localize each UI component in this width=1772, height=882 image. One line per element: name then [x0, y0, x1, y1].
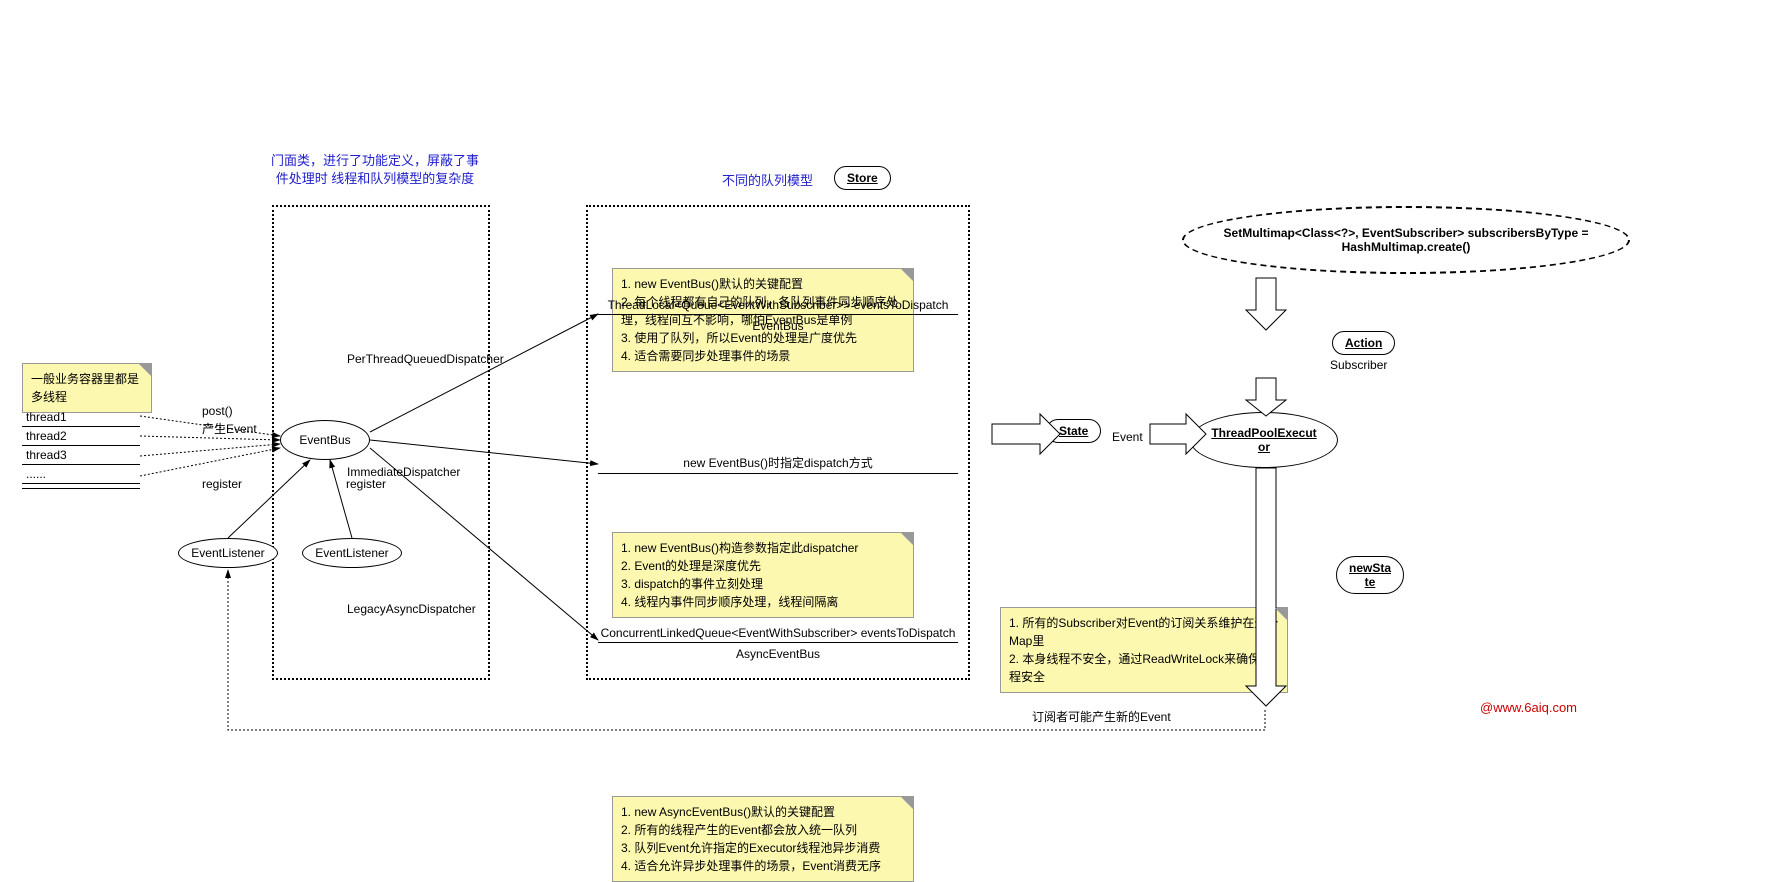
- feedback-label: 订阅者可能产生新的Event: [1032, 708, 1171, 725]
- obj3: ConcurrentLinkedQueue<EventWithSubscribe…: [598, 626, 958, 661]
- n2l2: 3. dispatch的事件立刻处理: [621, 575, 905, 593]
- n3l0: 1. new AsyncEventBus()默认的关键配置: [621, 803, 905, 821]
- thread-item: thread2: [22, 427, 140, 446]
- eventbus-label: EventBus: [299, 433, 350, 447]
- left-note-text: 一般业务容器里都是多线程: [31, 372, 139, 404]
- n1l3: 4. 适合需要同步处理事件的场景: [621, 347, 905, 365]
- executor-node: ThreadPoolExecut or: [1190, 412, 1338, 468]
- dispatcher-2-label: ImmediateDispatcher: [347, 465, 460, 479]
- newstate-stereotype: newSta te: [1336, 556, 1404, 594]
- n1l0: 1. new EventBus()默认的关键配置: [621, 275, 905, 293]
- listener2-label: EventListener: [315, 546, 388, 560]
- mnl1: 2. 本身线程不安全，通过ReadWriteLock来确保线程安全: [1009, 650, 1279, 686]
- multimap-ellipse: SetMultimap<Class<?>, EventSubscriber> s…: [1182, 206, 1630, 274]
- left-note: 一般业务容器里都是多线程: [22, 363, 152, 413]
- eventbus-node: EventBus: [280, 420, 370, 460]
- n3l2: 3. 队列Event允许指定的Executor线程池异步消费: [621, 839, 905, 857]
- obj1-header: ThreadLocal<Queue<EventWithSubscriber>> …: [598, 298, 958, 312]
- obj1-sub: EventBus: [598, 319, 958, 333]
- watermark: @www.6aiq.com: [1480, 700, 1577, 715]
- event-label: Event: [1112, 430, 1143, 444]
- thread-item: thread3: [22, 446, 140, 465]
- action-stereotype: Action: [1332, 331, 1395, 355]
- listener1-label: EventListener: [191, 546, 264, 560]
- event-listener-1: EventListener: [178, 538, 278, 568]
- thread-item: ......: [22, 465, 140, 484]
- state-stereotype: State: [1046, 419, 1101, 443]
- obj2-text: new EventBus()时指定dispatch方式: [598, 454, 958, 471]
- obj2: new EventBus()时指定dispatch方式: [598, 454, 958, 478]
- dispatcher-1-label: PerThreadQueuedDispatcher: [347, 352, 504, 366]
- post-label: post(): [202, 404, 233, 418]
- subscriber-label: Subscriber: [1330, 358, 1387, 372]
- event-listener-2: EventListener: [302, 538, 402, 568]
- multimap-note: 1. 所有的Subscriber对Event的订阅关系维护在这个Map里 2. …: [1000, 607, 1288, 693]
- threads-list: thread1 thread2 thread3 ......: [22, 408, 140, 489]
- register-label-left: register: [202, 477, 242, 491]
- n2l0: 1. new EventBus()构造参数指定此dispatcher: [621, 539, 905, 557]
- register-label-box: register: [346, 477, 386, 491]
- n3l1: 2. 所有的线程产生的Event都会放入统一队列: [621, 821, 905, 839]
- queue-note-3: 1. new AsyncEventBus()默认的关键配置 2. 所有的线程产生…: [612, 796, 914, 882]
- store-stereotype: Store: [834, 166, 891, 190]
- executor-label: ThreadPoolExecut or: [1211, 426, 1316, 454]
- dispatcher-3-label: LegacyAsyncDispatcher: [347, 602, 476, 616]
- obj1: ThreadLocal<Queue<EventWithSubscriber>> …: [598, 298, 958, 333]
- n2l3: 4. 线程内事件同步顺序处理，线程间隔离: [621, 593, 905, 611]
- thread-item: thread1: [22, 408, 140, 427]
- obj3-header: ConcurrentLinkedQueue<EventWithSubscribe…: [598, 626, 958, 640]
- multimap-text: SetMultimap<Class<?>, EventSubscriber> s…: [1202, 226, 1610, 254]
- n3l3: 4. 适合允许异步处理事件的场景，Event消费无序: [621, 857, 905, 875]
- obj3-sub: AsyncEventBus: [598, 647, 958, 661]
- post-sub-label: 产生Event: [202, 420, 257, 437]
- thread-item: [22, 484, 140, 489]
- eventbus-box-title: 门面类，进行了功能定义，屏蔽了事件处理时 线程和队列模型的复杂度: [270, 152, 480, 188]
- mnl0: 1. 所有的Subscriber对Event的订阅关系维护在这个Map里: [1009, 614, 1279, 650]
- queue-note-2: 1. new EventBus()构造参数指定此dispatcher 2. Ev…: [612, 532, 914, 618]
- queue-title: 不同的队列模型: [722, 172, 813, 190]
- n2l1: 2. Event的处理是深度优先: [621, 557, 905, 575]
